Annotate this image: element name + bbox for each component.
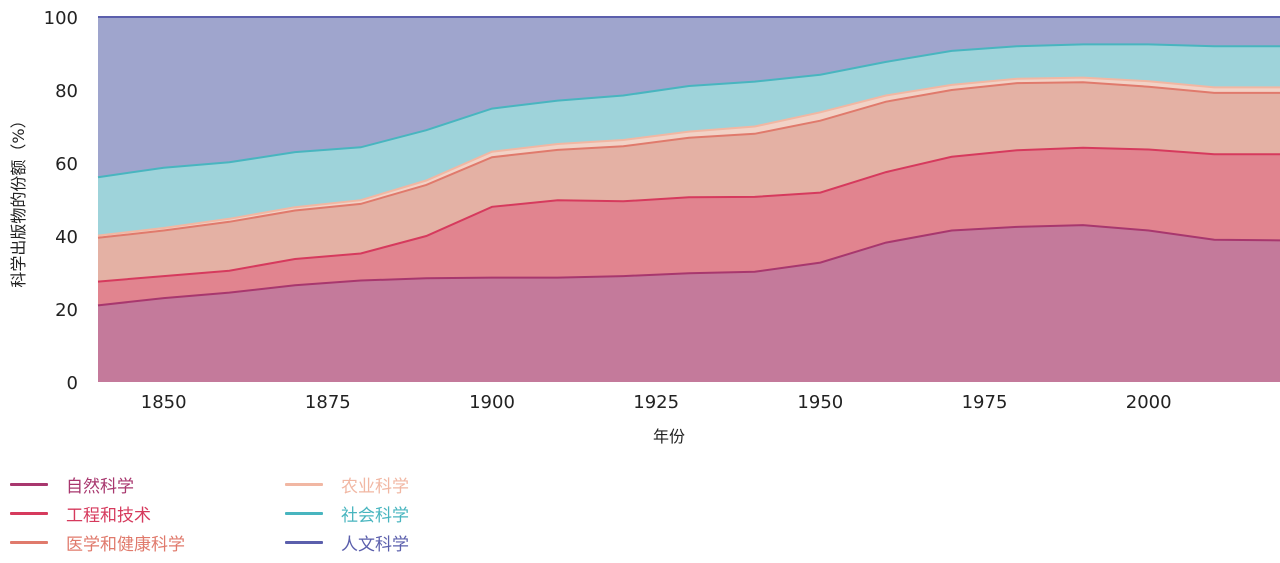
y-tick-label: 100 — [44, 8, 78, 29]
legend-item: 自然科学 — [10, 472, 134, 497]
x-tick-label: 1900 — [469, 392, 515, 413]
legend-swatch — [285, 540, 323, 544]
series-4-area — [98, 77, 1280, 238]
x-tick-label: 2000 — [1126, 392, 1172, 413]
legend-swatch — [285, 482, 323, 486]
legend: 自然科学工程和技术医学和健康科学 农业科学社会科学人文科学 — [10, 470, 530, 560]
x-tick-label: 1925 — [633, 392, 679, 413]
area-layers — [98, 17, 1280, 382]
legend-label: 社会科学 — [341, 505, 409, 526]
axes: 0 20 40 60 80 100 1850 1875 1900 1925 1950 1975 2000 — [44, 8, 1172, 413]
legend-label: 农业科学 — [341, 476, 409, 497]
x-tick-label: 1850 — [141, 392, 187, 413]
legend-item: 医学和健康科学 — [10, 530, 185, 555]
legend-item: 工程和技术 — [10, 501, 151, 526]
series-3-area — [98, 82, 1280, 282]
series-2-line — [97, 146, 1280, 283]
legend-label: 工程和技术 — [66, 505, 151, 526]
y-tick-label: 80 — [55, 81, 78, 102]
series-5-line — [97, 43, 1280, 179]
legend-item: 农业科学 — [285, 472, 409, 497]
legend-item: 人文科学 — [285, 530, 409, 555]
series-5-area — [98, 44, 1280, 236]
legend-swatch — [10, 540, 48, 544]
series-4-line — [97, 76, 1280, 237]
series-lines — [97, 16, 1280, 307]
legend-swatch — [285, 511, 323, 515]
y-tick-label: 20 — [55, 300, 78, 321]
legend-label: 医学和健康科学 — [66, 534, 185, 555]
legend-swatch — [10, 482, 48, 486]
series-3-line — [97, 81, 1280, 239]
series-1-area — [98, 225, 1280, 382]
series-1-line — [97, 224, 1280, 307]
y-tick-label: 40 — [55, 227, 78, 248]
y-tick-label: 0 — [67, 373, 78, 394]
legend-label: 人文科学 — [341, 534, 409, 555]
x-axis-title: 年份 — [653, 427, 685, 446]
x-tick-label: 1875 — [305, 392, 351, 413]
legend-swatch — [10, 511, 48, 515]
stacked-area-chart: 0 20 40 60 80 100 1850 1875 1900 1925 1950 1975 2000… — [9, 8, 1280, 446]
series-2-area — [98, 147, 1280, 306]
x-tick-label: 1950 — [797, 392, 843, 413]
y-tick-label: 60 — [55, 154, 78, 175]
legend-item: 社会科学 — [285, 501, 409, 526]
y-axis-title: 科学出版物的份额（%） — [9, 112, 28, 287]
x-tick-label: 1975 — [962, 392, 1008, 413]
legend-label: 自然科学 — [66, 476, 134, 497]
series-6-area — [98, 17, 1280, 178]
